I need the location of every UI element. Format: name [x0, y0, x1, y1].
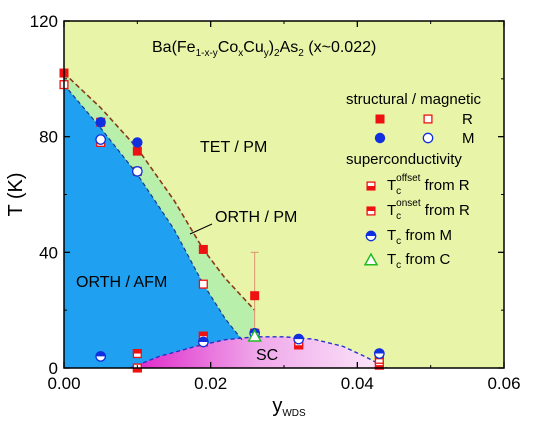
legend-marker-3: [422, 132, 434, 144]
y-tick-label: 80: [39, 128, 58, 147]
legend-label-1: R: [462, 111, 473, 128]
region-label-tet-pm: TET / PM: [200, 139, 267, 156]
region-sc: [130, 336, 387, 368]
x-axis-title-text: yWDS: [272, 395, 306, 419]
legend-marker-4: [366, 181, 376, 191]
x-tick-label: 0.02: [194, 374, 227, 393]
data-point-series-6-1: [197, 336, 209, 348]
magnetic-boundary-line: [63, 84, 245, 343]
legend-label-4: Tcoffset from R: [387, 173, 470, 197]
legend-marker-0: [375, 114, 385, 124]
legend-marker-7: [363, 252, 379, 266]
y-tick-label: 0: [49, 359, 58, 378]
legend-label-7: Tc from C: [387, 251, 451, 271]
region-orth-afm: [64, 84, 244, 368]
y-axis-title: T (K): [5, 172, 27, 216]
legend-marker-5: [366, 206, 376, 216]
data-point-series-0-3: [198, 244, 208, 254]
annotation-arrow: [189, 223, 213, 235]
x-tick-label: 0.04: [341, 374, 374, 393]
x-tick-label: 0.00: [47, 374, 80, 393]
y-tick-label: 40: [39, 243, 58, 262]
data-point-series-3-1: [131, 166, 143, 177]
data-point-series-6-3: [293, 333, 305, 345]
legend-header-structural-magnetic: structural / magnetic: [346, 91, 482, 108]
data-point-series-1-3: [198, 279, 208, 289]
data-point-series-7-0: [247, 328, 262, 342]
legend-marker-2: [374, 132, 386, 144]
data-point-series-2-0: [95, 117, 106, 128]
legend-marker-6: [365, 230, 377, 242]
x-axis-title: yWDS: [272, 395, 306, 419]
axes: 0.00 0.02 0.04 0.06 0 40 80 120: [30, 12, 521, 393]
structural-boundary-line: [63, 72, 256, 311]
data-point-series-2-1: [132, 137, 143, 148]
sc-dome-line: [129, 336, 388, 369]
legend-label-3: M: [462, 130, 475, 147]
data-point-series-6-0: [95, 351, 107, 362]
region-label-sc: SC: [256, 347, 278, 364]
data-point-series-5-0: [132, 348, 142, 359]
legend-header-superconductivity: superconductivity: [346, 151, 462, 168]
legend-marker-1: [423, 114, 433, 124]
legend-label-5: Tconset from R: [387, 198, 470, 222]
legend: structural / magnetic superconductivity RM…: [346, 91, 482, 271]
data-point-series-0-2: [132, 146, 142, 156]
data-point-series-0-4: [250, 291, 260, 301]
legend-label-6: Tc from M: [387, 227, 452, 247]
data-point-series-3-0: [95, 134, 107, 145]
chart-title: Ba(Fe1-x-yCoxCuy)2As2 (x~0.022): [152, 39, 376, 59]
data-point-series-6-4: [373, 348, 385, 359]
region-label-orth-afm: ORTH / AFM: [76, 274, 167, 291]
plot-area: [59, 21, 504, 373]
x-tick-label: 0.06: [487, 374, 520, 393]
region-label-orth-pm: ORTH / PM: [215, 209, 297, 226]
y-tick-label: 120: [30, 12, 58, 31]
chart-title-text: Ba(Fe1-x-yCoxCuy)2As2 (x~0.022): [152, 39, 376, 59]
